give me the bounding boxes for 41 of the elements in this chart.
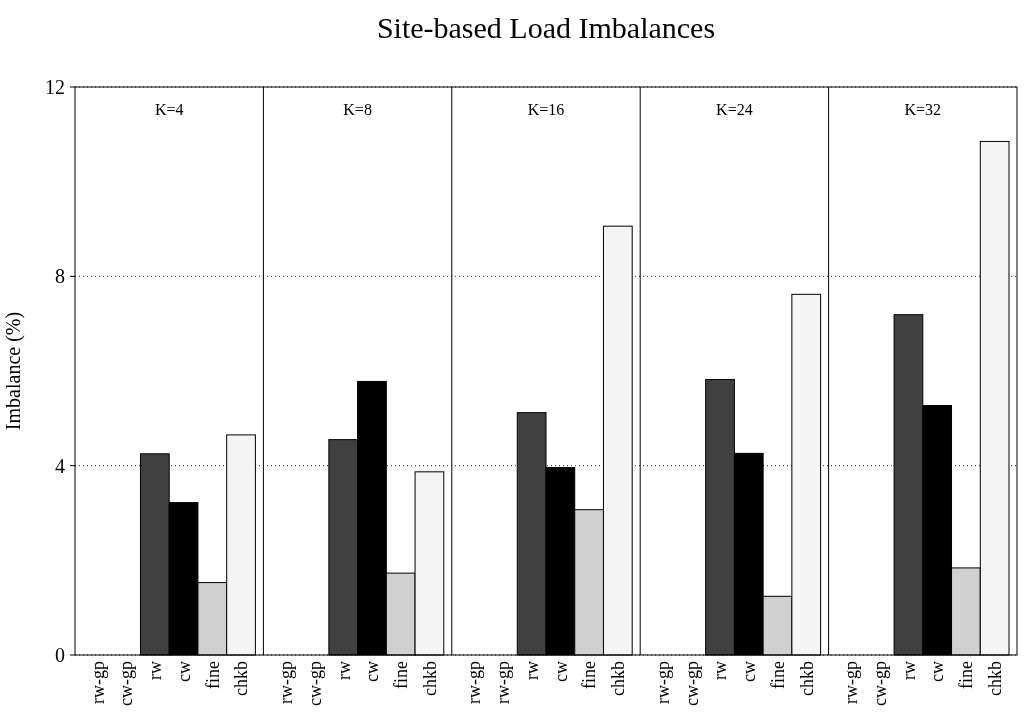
x-tick-label: cw [550, 661, 571, 682]
y-tick-label: 4 [55, 454, 65, 477]
x-tick-label: chkb [231, 661, 252, 696]
annotation: K=16 [527, 101, 565, 118]
x-tick-label: rw-gp [276, 661, 297, 704]
x-tick-label: fine [202, 660, 223, 689]
x-tick-label: cw [362, 661, 383, 682]
x-tick-label: fine [391, 660, 411, 689]
annotation: K=32 [904, 101, 942, 118]
x-tick-label: rw [333, 661, 354, 680]
x-tick-label: cw-gp [870, 661, 890, 706]
x-tick-label: cw-gp [116, 661, 137, 706]
y-tick-label: 0 [55, 644, 65, 666]
x-tick-label: chkb [608, 661, 629, 696]
x-tick-label: chkb [984, 661, 1005, 696]
y-tick-label: 8 [55, 265, 65, 288]
x-tick-label: fine [767, 660, 788, 689]
x-tick-label: rw [898, 661, 919, 680]
x-tick-label: chkb [796, 661, 817, 696]
annotation: K=4 [154, 101, 184, 118]
chart-title: Site-based Load Imbalances [376, 11, 716, 44]
x-tick-label: rw [710, 661, 731, 680]
x-tick-label: chkb [419, 661, 440, 696]
x-tick-label: rw-gp [652, 661, 673, 704]
x-tick-label: cw-gp [681, 661, 702, 706]
x-tick-label: cw [173, 661, 194, 682]
y-axis-title: Imbalance (%) [2, 311, 25, 431]
x-tick-label: rw [145, 661, 166, 680]
x-tick-label: rw-gp [493, 661, 514, 704]
x-tick-label: rw [521, 661, 542, 680]
x-tick-label: cw [927, 661, 948, 682]
x-tick-label: rw-gp [87, 661, 108, 704]
x-tick-label: cw-gp [304, 661, 325, 706]
x-tick-label: fine [579, 660, 600, 689]
y-tick-label: 12 [45, 76, 65, 98]
annotation: K=8 [343, 101, 372, 118]
x-tick-label: cw [739, 661, 760, 682]
annotation: K=24 [716, 101, 753, 118]
x-tick-label: rw-gp [841, 661, 862, 704]
x-tick-label: rw-gp [464, 661, 485, 704]
x-tick-label: fine [956, 660, 977, 689]
